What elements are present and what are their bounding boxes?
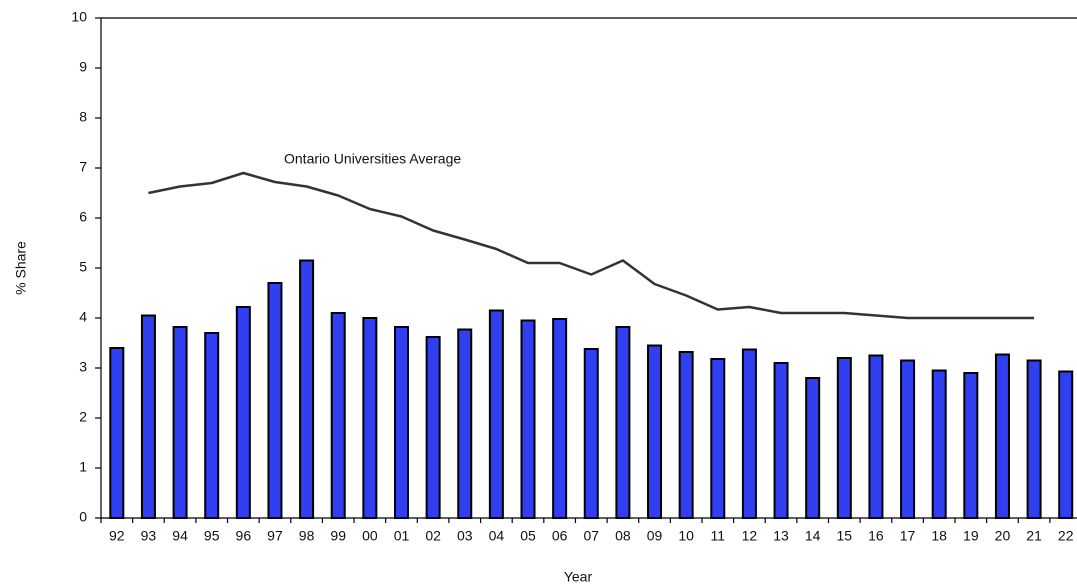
x-tick-label: 05 xyxy=(520,528,536,544)
bar xyxy=(109,347,125,519)
y-axis-label: % Share xyxy=(13,241,29,295)
x-tick-label: 18 xyxy=(931,528,947,544)
bar xyxy=(583,348,599,519)
bar xyxy=(393,326,409,519)
bar xyxy=(1058,370,1074,519)
x-tick-label: 96 xyxy=(236,528,252,544)
x-tick-label: 19 xyxy=(963,528,979,544)
x-tick-label: 95 xyxy=(204,528,220,544)
bar xyxy=(931,369,947,519)
bar xyxy=(140,314,156,519)
bar xyxy=(520,319,536,519)
x-tick-label: 15 xyxy=(837,528,853,544)
y-tick-label: 5 xyxy=(79,259,87,275)
x-tick-label: 04 xyxy=(489,528,505,544)
y-tick-label: 0 xyxy=(79,509,87,525)
y-tick-label: 7 xyxy=(79,159,87,175)
bar xyxy=(362,317,378,519)
x-tick-label: 00 xyxy=(362,528,378,544)
y-tick-label: 9 xyxy=(79,59,87,75)
bar xyxy=(267,282,283,519)
bar xyxy=(900,359,916,519)
line-series xyxy=(148,171,1035,320)
bar xyxy=(741,348,757,519)
x-tick-label: 93 xyxy=(141,528,157,544)
y-tick-label: 3 xyxy=(79,359,87,375)
series-label: Ontario Universities Average xyxy=(284,151,461,167)
bar xyxy=(1026,359,1042,519)
y-tick-label: 8 xyxy=(79,109,87,125)
bar xyxy=(710,358,726,519)
bar xyxy=(868,354,884,519)
x-tick-label: 01 xyxy=(394,528,410,544)
y-tick-label: 4 xyxy=(79,309,87,325)
bar xyxy=(647,344,663,519)
bar xyxy=(836,357,852,519)
x-tick-label: 94 xyxy=(172,528,188,544)
x-tick-label: 10 xyxy=(678,528,694,544)
y-tick-label: 10 xyxy=(71,9,87,25)
y-tick-label: 2 xyxy=(79,409,87,425)
y-tick-label: 1 xyxy=(79,459,87,475)
bar xyxy=(963,372,979,519)
x-tick-label: 14 xyxy=(805,528,821,544)
bar xyxy=(425,336,441,519)
bar xyxy=(488,309,504,519)
x-tick-label: 17 xyxy=(900,528,916,544)
bar xyxy=(457,328,473,519)
bar xyxy=(773,362,789,519)
x-tick-label: 12 xyxy=(742,528,758,544)
x-tick-label: 13 xyxy=(773,528,789,544)
bar xyxy=(994,353,1010,519)
bar xyxy=(172,326,188,519)
bar xyxy=(805,377,821,519)
x-tick-label: 03 xyxy=(457,528,473,544)
x-tick-label: 92 xyxy=(109,528,125,544)
x-tick-label: 98 xyxy=(299,528,315,544)
bar xyxy=(299,259,315,519)
x-tick-label: 21 xyxy=(1026,528,1042,544)
x-tick-label: 07 xyxy=(583,528,599,544)
x-axis-label: Year xyxy=(564,569,593,585)
bar xyxy=(204,332,220,519)
bar xyxy=(330,312,346,519)
x-tick-label: 06 xyxy=(552,528,568,544)
bar xyxy=(552,318,568,519)
bar xyxy=(678,351,694,519)
x-tick-label: 99 xyxy=(330,528,346,544)
y-tick-label: 6 xyxy=(79,209,87,225)
bar xyxy=(615,326,631,519)
x-tick-label: 97 xyxy=(267,528,283,544)
bar xyxy=(235,306,251,519)
x-tick-label: 02 xyxy=(425,528,441,544)
x-tick-label: 09 xyxy=(647,528,663,544)
x-tick-label: 11 xyxy=(711,528,726,544)
x-tick-label: 20 xyxy=(995,528,1011,544)
x-tick-label: 22 xyxy=(1058,528,1074,544)
x-tick-label: 08 xyxy=(615,528,631,544)
x-tick-label: 16 xyxy=(868,528,884,544)
